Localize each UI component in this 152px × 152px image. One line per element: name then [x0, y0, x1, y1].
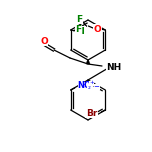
Text: O: O: [40, 36, 48, 45]
Text: Br: Br: [86, 109, 97, 117]
Text: +: +: [89, 81, 94, 85]
Text: NO: NO: [78, 81, 92, 90]
Text: O: O: [93, 24, 101, 33]
Text: −: −: [94, 84, 100, 90]
Text: F: F: [75, 26, 81, 35]
Text: ₂: ₂: [87, 84, 90, 90]
Text: NH: NH: [106, 62, 121, 71]
Polygon shape: [86, 60, 90, 64]
Text: F: F: [76, 14, 82, 24]
Text: Cl: Cl: [76, 26, 86, 36]
